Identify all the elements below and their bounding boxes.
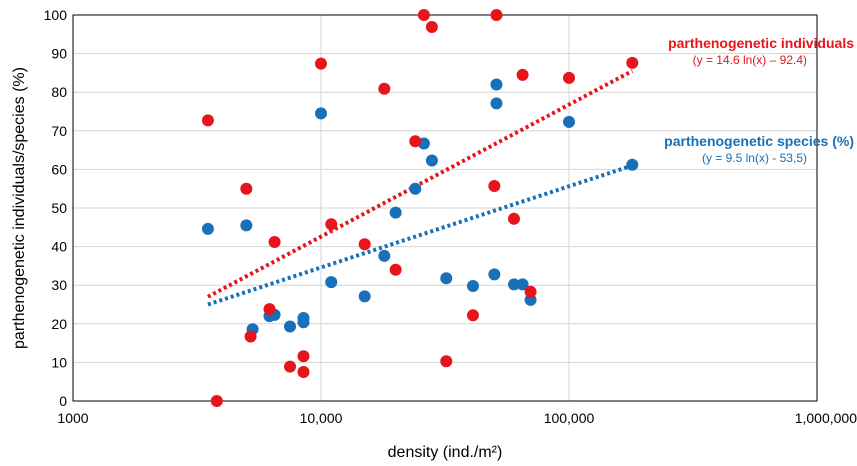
y-tick-label: 10 — [51, 354, 67, 370]
data-point-series-0 — [524, 285, 537, 298]
data-point-series-0 — [488, 179, 501, 192]
y-tick-label: 60 — [51, 161, 67, 177]
x-tick-label: 100,000 — [544, 410, 595, 426]
data-points — [201, 9, 639, 407]
trendline-equation-1: (y = 9.5 ln(x) - 53,5) — [702, 151, 807, 165]
trendline-annotations: parthenogenetic individuals (y = 14.6 ln(… — [664, 35, 854, 165]
y-tick-label: 20 — [51, 316, 67, 332]
data-point-series-0 — [466, 309, 479, 322]
data-point-series-0 — [409, 135, 422, 148]
data-point-series-1 — [389, 206, 402, 219]
data-point-series-0 — [378, 82, 391, 95]
data-point-series-1 — [315, 107, 327, 120]
trendline-equation-0: (y = 14.6 ln(x) – 92.4) — [693, 53, 807, 67]
data-point-series-0 — [240, 182, 253, 195]
data-point-series-0 — [358, 238, 371, 251]
trendline-0 — [206, 69, 634, 299]
data-point-series-1 — [466, 279, 479, 292]
data-point-series-0 — [201, 114, 214, 127]
plot-area-border — [72, 14, 818, 402]
y-tick-label: 50 — [51, 200, 67, 216]
y-tick-label: 30 — [51, 277, 67, 293]
data-point-series-0 — [490, 9, 503, 21]
x-tick-label: 1,000,000 — [795, 410, 857, 426]
data-point-series-1 — [409, 182, 422, 195]
data-point-series-1 — [440, 272, 453, 285]
x-tick-label: 10,000 — [300, 410, 343, 426]
y-tick-label: 70 — [51, 123, 67, 139]
data-point-series-0 — [425, 20, 438, 33]
data-point-series-1 — [488, 268, 501, 281]
data-point-series-1 — [507, 278, 520, 291]
data-point-series-1 — [358, 290, 371, 303]
data-point-series-0 — [440, 355, 453, 368]
trendlines — [206, 69, 634, 307]
data-point-series-0 — [244, 330, 257, 343]
y-tick-label: 100 — [44, 7, 68, 23]
x-tick-labels: 1000 10,000 100,000 1,000,000 — [57, 410, 857, 426]
data-point-series-0 — [268, 235, 281, 248]
data-point-series-1 — [490, 97, 503, 110]
trendline-label-0: parthenogenetic individuals — [668, 35, 854, 51]
data-point-series-1 — [378, 249, 391, 262]
data-point-series-1 — [325, 276, 338, 289]
y-tick-label: 80 — [51, 84, 67, 100]
data-point-series-1 — [563, 115, 575, 128]
x-tick-label: 1000 — [57, 410, 88, 426]
data-point-series-1 — [425, 154, 438, 167]
data-point-series-0 — [297, 366, 310, 379]
data-point-series-0 — [389, 263, 402, 276]
data-point-series-0 — [563, 71, 575, 84]
data-point-series-0 — [315, 57, 327, 70]
trendline-1 — [207, 163, 633, 307]
data-point-series-0 — [263, 303, 276, 316]
trendline-label-1: parthenogenetic species (%) — [664, 133, 854, 149]
x-axis-title: density (ind./m²) — [388, 444, 503, 461]
data-point-series-0 — [297, 350, 310, 363]
y-tick-labels: 0 10 20 30 40 50 60 70 80 90 100 — [44, 7, 68, 409]
data-point-series-0 — [284, 360, 297, 373]
data-point-series-0 — [210, 395, 223, 407]
y-tick-label: 40 — [51, 239, 67, 255]
data-point-series-1 — [201, 222, 214, 235]
data-point-series-0 — [516, 68, 529, 81]
data-point-series-1 — [516, 278, 529, 291]
data-point-series-0 — [325, 218, 338, 231]
y-axis-title: parthenogenetic individuals/species (%) — [11, 67, 28, 349]
data-point-series-1 — [240, 219, 253, 232]
y-tick-label: 0 — [59, 393, 67, 409]
data-point-series-1 — [626, 158, 639, 171]
data-point-series-0 — [626, 56, 639, 69]
y-tick-label: 90 — [51, 46, 67, 62]
data-point-series-1 — [284, 320, 297, 333]
data-point-series-1 — [490, 78, 503, 91]
data-point-series-0 — [417, 9, 430, 21]
data-point-series-1 — [297, 312, 310, 325]
data-point-series-0 — [507, 212, 520, 225]
